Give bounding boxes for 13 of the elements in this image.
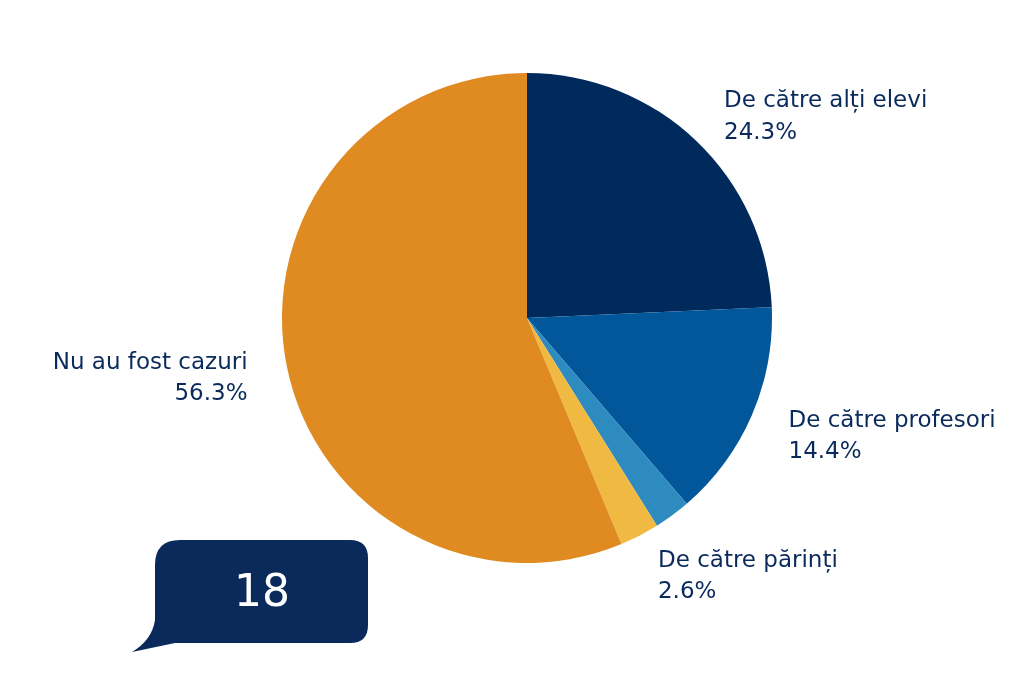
- slice-label: De către părinți: [657, 545, 838, 573]
- data-label: 56.3%: [174, 379, 248, 406]
- pie-slice: [527, 307, 772, 504]
- pie-slice: [527, 318, 687, 526]
- pie-slice: [527, 318, 657, 545]
- pie-slice: [282, 73, 622, 563]
- data-label: 2.6%: [657, 576, 717, 603]
- slice-label: De către profesori: [788, 405, 996, 432]
- slice-label: Nu au fost cazuri: [52, 348, 248, 375]
- data-label: 24.3%: [724, 117, 798, 144]
- text: 18: [234, 565, 290, 616]
- data-label: 14.4%: [788, 436, 862, 463]
- slice-label: De către alți elevi: [724, 86, 928, 114]
